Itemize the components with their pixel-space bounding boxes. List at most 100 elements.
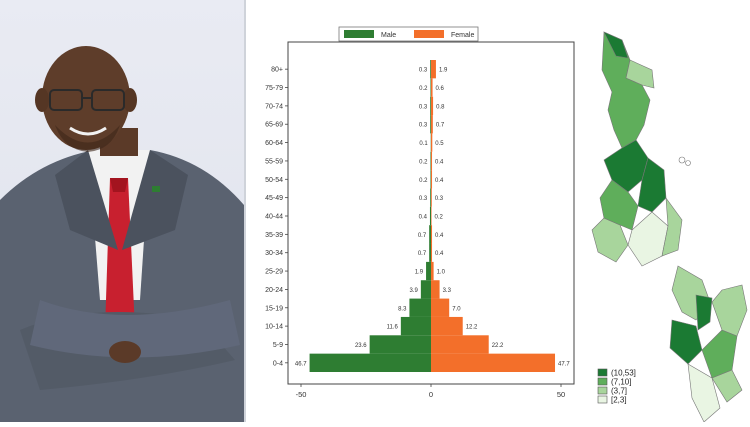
label-female-55-59: 0.4 (435, 159, 444, 165)
ytick-label-35-39: 35-39 (265, 232, 283, 239)
label-male-80+: 0.3 (419, 68, 428, 74)
ytick-label-40-44: 40-44 (265, 214, 283, 221)
chart-panel: Male Female 46.7 47.7 0-4 23.6 22.2 5-9 11.6 12… (246, 0, 750, 422)
label-male-40-44: 0.4 (419, 215, 428, 221)
map-region-south-2 (696, 295, 712, 330)
bar-male-80+ (430, 60, 431, 78)
xtick-label-0: 0 (429, 390, 433, 399)
label-male-5-9: 23.6 (355, 343, 367, 349)
label-female-60-64: 0.5 (435, 141, 444, 147)
bar-male-45-49 (430, 188, 431, 206)
label-male-25-29: 1.9 (415, 270, 424, 276)
bar-male-15-19 (409, 299, 431, 317)
map-region-north (602, 32, 650, 148)
bar-female-75-79 (431, 78, 433, 96)
bar-female-55-59 (431, 152, 432, 170)
map-legend-swatch-3 (598, 396, 607, 403)
ytick-label-25-29: 25-29 (265, 269, 283, 276)
label-male-75-79: 0.2 (419, 86, 428, 92)
label-female-25-29: 1.0 (437, 270, 446, 276)
bar-female-10-14 (431, 317, 463, 335)
ytick-label-50-54: 50-54 (265, 177, 283, 184)
bar-male-40-44 (430, 207, 431, 225)
label-male-10-14: 11.6 (387, 325, 399, 331)
bar-female-80+ (431, 60, 436, 78)
bar-male-50-54 (430, 170, 431, 188)
legend-label-female: Female (451, 32, 474, 39)
bar-male-25-29 (426, 262, 431, 280)
bar-female-0-4 (431, 354, 555, 372)
label-female-0-4: 47.7 (558, 361, 570, 367)
label-female-15-19: 7.0 (452, 306, 461, 312)
bar-male-75-79 (430, 78, 431, 96)
bar-female-25-29 (431, 262, 434, 280)
label-female-30-34: 0.4 (435, 251, 444, 257)
legend-swatch-male (344, 30, 374, 38)
map-legend-label-0: (10,53] (611, 369, 636, 378)
ytick-label-15-19: 15-19 (265, 305, 283, 312)
label-female-45-49: 0.3 (435, 196, 444, 202)
ytick-label-5-9: 5-9 (273, 342, 283, 349)
ytick-label-30-34: 30-34 (265, 250, 283, 257)
bar-female-70-74 (431, 97, 433, 115)
label-male-30-34: 0.7 (418, 251, 427, 257)
ytick-label-60-64: 60-64 (265, 140, 283, 147)
label-male-65-69: 0.3 (419, 123, 428, 129)
bar-female-20-24 (431, 280, 440, 298)
bar-female-65-69 (431, 115, 433, 133)
ytick-label-75-79: 75-79 (265, 85, 283, 92)
bar-male-35-39 (429, 225, 431, 243)
label-female-80+: 1.9 (439, 68, 448, 74)
map-legend-label-3: [2,3] (611, 396, 627, 405)
label-male-35-39: 0.7 (418, 233, 427, 239)
xtick-label-50: 50 (557, 390, 565, 399)
bar-male-30-34 (429, 244, 431, 262)
label-female-50-54: 0.4 (435, 178, 444, 184)
bar-male-70-74 (430, 97, 431, 115)
bar-female-5-9 (431, 335, 489, 353)
label-male-15-19: 8.3 (398, 306, 407, 312)
map-region-south-7 (712, 285, 747, 336)
bar-female-15-19 (431, 299, 449, 317)
bar-male-0-4 (310, 354, 431, 372)
ytick-label-45-49: 45-49 (265, 195, 283, 202)
label-female-65-69: 0.7 (436, 123, 445, 129)
map-legend-swatch-0 (598, 369, 607, 376)
bar-male-55-59 (430, 152, 431, 170)
bar-female-60-64 (431, 133, 432, 151)
bar-female-35-39 (431, 225, 432, 243)
population-pyramid-chart: Male Female 46.7 47.7 0-4 23.6 22.2 5-9 11.6 12… (246, 0, 750, 422)
label-male-55-59: 0.2 (419, 159, 428, 165)
bar-female-50-54 (431, 170, 432, 188)
label-male-70-74: 0.3 (419, 104, 428, 110)
map-legend-label-2: (3,7] (611, 387, 627, 396)
bar-female-40-44 (431, 207, 432, 225)
label-female-20-24: 3.3 (443, 288, 452, 294)
label-female-75-79: 0.6 (436, 86, 445, 92)
legend-label-male: Male (381, 32, 396, 39)
ytick-label-10-14: 10-14 (265, 324, 283, 331)
ytick-label-20-24: 20-24 (265, 287, 283, 294)
district-map (592, 32, 747, 422)
person-photo-icon (0, 0, 244, 422)
label-male-60-64: 0.1 (419, 141, 428, 147)
label-female-40-44: 0.2 (435, 215, 444, 221)
label-female-5-9: 22.2 (492, 343, 504, 349)
ytick-label-0-4: 0-4 (273, 360, 283, 367)
label-male-0-4: 46.7 (295, 361, 307, 367)
ytick-label-55-59: 55-59 (265, 158, 283, 165)
bar-male-20-24 (421, 280, 431, 298)
chart-legend: Male Female (339, 27, 478, 41)
ytick-label-65-69: 65-69 (265, 122, 283, 129)
map-legend-swatch-1 (598, 378, 607, 385)
map-legend-swatch-2 (598, 387, 607, 394)
ytick-label-80+: 80+ (271, 67, 283, 74)
label-male-20-24: 3.9 (410, 288, 419, 294)
map-legend: (10,53](7,10](3,7][2,3] (598, 369, 636, 405)
label-male-45-49: 0.3 (419, 196, 428, 202)
map-region-south-3 (670, 320, 702, 364)
label-female-10-14: 12.2 (466, 325, 478, 331)
map-legend-label-1: (7,10] (611, 378, 631, 387)
bar-female-30-34 (431, 244, 432, 262)
xtick-label--50: -50 (296, 390, 307, 399)
